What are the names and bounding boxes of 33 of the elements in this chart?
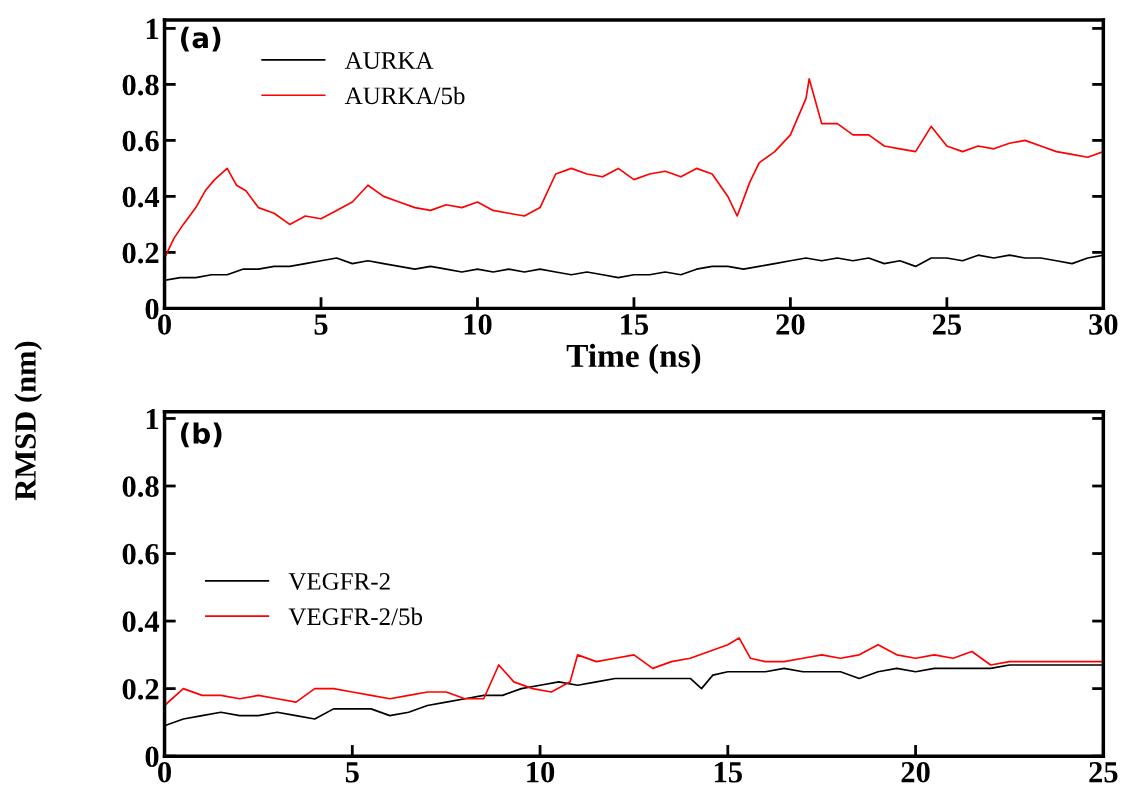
- x-tick-label: 5: [314, 314, 328, 335]
- legend-label: VEGFR-2/5b: [288, 607, 423, 626]
- x-tick-label: 15: [714, 762, 742, 783]
- y-tick-label: 0: [145, 298, 159, 320]
- y-tick-label: 0.8: [122, 74, 159, 96]
- y-tick-label: 0.4: [122, 611, 160, 633]
- x-axis-title: Time (ns): [566, 343, 701, 374]
- x-tick-label: 25: [1089, 761, 1118, 783]
- legend-label: AURKA: [344, 52, 434, 69]
- y-tick-label: 0.6: [122, 543, 159, 565]
- annotation: (a): [181, 26, 221, 52]
- x-tick-label: 15: [621, 314, 649, 335]
- x-tick-label: 20: [776, 314, 805, 335]
- x-tick-label: 5: [345, 762, 359, 783]
- legend-label: VEGFR-2: [288, 573, 390, 590]
- y-tick-label: 0.2: [122, 678, 159, 700]
- x-tick-label: 30: [1089, 314, 1118, 335]
- legend-label: AURKA/5b: [344, 86, 465, 105]
- x-tick-label: 10: [527, 761, 555, 783]
- x-tick-label: 10: [464, 314, 492, 335]
- y-tick-label: 1: [146, 408, 159, 430]
- line-series: [164, 77, 1104, 259]
- line-series: [164, 637, 1104, 707]
- x-tick-label: 25: [932, 314, 962, 335]
- y-tick-label: 0.4: [122, 186, 160, 208]
- y-axis-title: RMSD (nm): [14, 341, 43, 501]
- y-tick-label: 0: [145, 746, 159, 768]
- y-tick-label: 0.2: [122, 242, 159, 264]
- y-tick-label: 0.6: [122, 130, 159, 152]
- x-tick-label: 20: [901, 761, 930, 783]
- y-tick-label: 1: [146, 18, 159, 40]
- y-tick-label: 0.8: [122, 476, 159, 498]
- annotation: (b): [181, 422, 222, 448]
